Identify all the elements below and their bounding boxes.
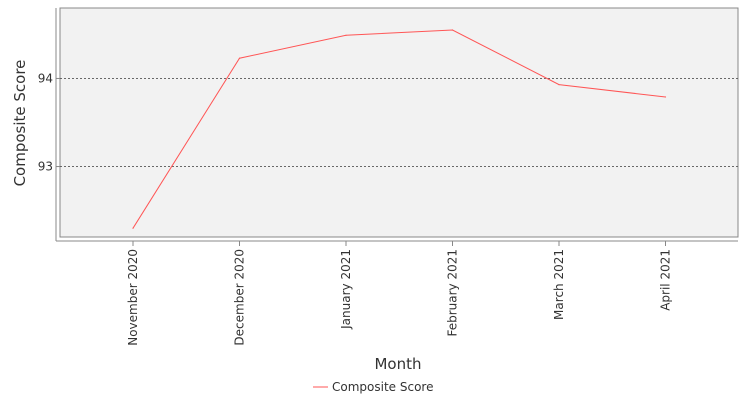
y-axis-title: Composite Score bbox=[11, 60, 29, 187]
x-tick-label: February 2021 bbox=[446, 249, 460, 337]
data-point bbox=[451, 29, 454, 31]
data-point bbox=[558, 84, 560, 86]
data-point bbox=[132, 227, 134, 229]
x-tick-label: March 2021 bbox=[552, 249, 566, 320]
grid-layer bbox=[60, 78, 738, 167]
data-point bbox=[664, 96, 667, 98]
plot-area bbox=[59, 7, 739, 238]
legend: Composite Score bbox=[313, 380, 433, 394]
x-tick-label: December 2020 bbox=[233, 249, 247, 346]
label-layer: 93 94 November 2020 December 2020 January 20… bbox=[38, 71, 673, 345]
x-axis-title: Month bbox=[374, 355, 421, 373]
data-point bbox=[345, 34, 347, 36]
x-tick-label: April 2021 bbox=[659, 249, 673, 311]
y-tick-label: 94 bbox=[38, 71, 53, 85]
x-tick-label: January 2021 bbox=[339, 249, 353, 330]
series-layer bbox=[132, 29, 667, 229]
y-tick-label: 93 bbox=[38, 160, 53, 174]
data-point bbox=[238, 57, 241, 59]
axis-layer bbox=[55, 8, 738, 246]
legend-label: Composite Score bbox=[332, 380, 433, 394]
x-tick-label: November 2020 bbox=[126, 249, 140, 346]
series-line bbox=[132, 29, 666, 229]
